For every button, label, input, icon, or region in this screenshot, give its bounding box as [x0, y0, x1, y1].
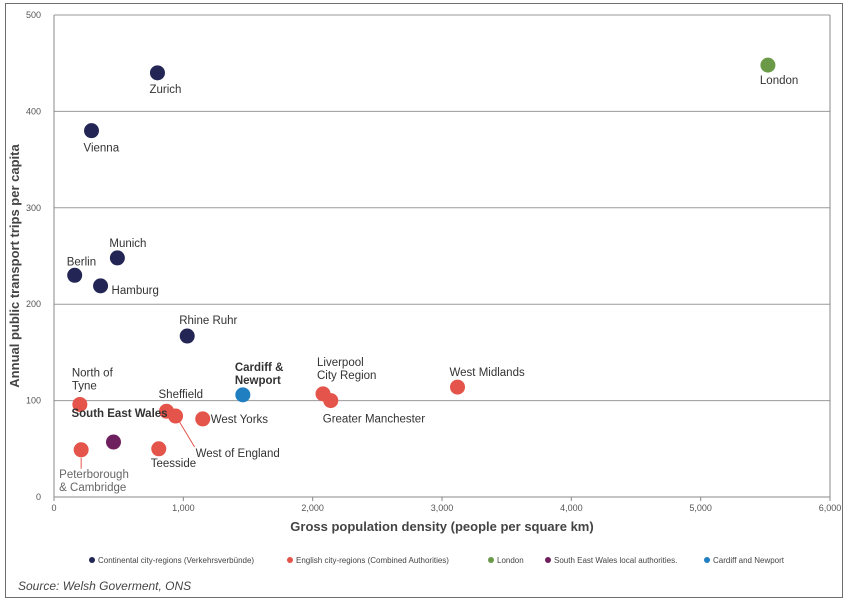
- data-label: London: [760, 75, 798, 87]
- legend-label: London: [497, 556, 524, 565]
- legend-marker: [287, 557, 293, 563]
- data-label-line: Berlin: [67, 256, 96, 268]
- x-tick-label: 3,000: [431, 503, 454, 513]
- label-leader-line: [179, 421, 196, 448]
- legend-marker: [704, 557, 710, 563]
- data-label-line: Tyne: [72, 380, 97, 392]
- x-axis-title: Gross population density (people per squ…: [290, 519, 593, 534]
- x-tick-label: 6,000: [819, 503, 842, 513]
- data-point: [195, 411, 211, 427]
- data-label: Vienna: [84, 143, 120, 155]
- data-label: Berlin: [67, 256, 96, 268]
- data-label: Teesside: [151, 458, 196, 470]
- data-point: [168, 408, 184, 424]
- legend-marker: [488, 557, 494, 563]
- data-label-line: Rhine Ruhr: [179, 315, 237, 327]
- data-point: [105, 434, 121, 450]
- x-tick-label: 2,000: [301, 503, 324, 513]
- data-point: [151, 441, 167, 457]
- data-label-line: Peterborough: [59, 469, 129, 481]
- x-tick-label: 1,000: [172, 503, 195, 513]
- data-point: [93, 278, 109, 294]
- y-tick-label: 500: [26, 10, 41, 20]
- data-label: North of Tyne: [72, 367, 114, 392]
- data-label-line: Teesside: [151, 458, 196, 470]
- data-label: South East Wales: [71, 408, 167, 420]
- data-label-line: Munich: [109, 238, 146, 250]
- data-label-line: Greater Manchester: [323, 414, 425, 426]
- data-point: [760, 57, 776, 73]
- data-label: Rhine Ruhr: [179, 315, 237, 327]
- data-label: West Yorks: [211, 414, 269, 426]
- y-axis-title: Annual public transport trips per capita: [7, 144, 22, 388]
- data-point: [67, 267, 83, 283]
- data-label-line: Cardiff &: [235, 362, 284, 374]
- data-label: West Midlands: [450, 367, 525, 379]
- data-label-line: & Cambridge: [59, 482, 126, 494]
- data-point: [179, 328, 195, 344]
- data-label-line: South East Wales: [71, 408, 167, 420]
- legend-label: Continental city-regions (Verkehrsverbün…: [98, 556, 254, 565]
- data-point: [109, 250, 125, 266]
- data-point: [84, 123, 100, 139]
- data-label: Liverpool City Region: [317, 357, 376, 382]
- data-label-line: City Region: [317, 370, 376, 382]
- legend-marker: [89, 557, 95, 563]
- x-tick-label: 0: [51, 503, 56, 513]
- data-label-line: Liverpool: [317, 357, 364, 369]
- data-label: Sheffield: [159, 389, 204, 401]
- data-point: [450, 379, 466, 395]
- legend-label: South East Wales local authorities.: [554, 556, 677, 565]
- data-label: Greater Manchester: [323, 414, 425, 426]
- source-note: Source: Welsh Goverment, ONS: [18, 579, 192, 593]
- data-point: [73, 442, 89, 458]
- data-point: [72, 396, 88, 412]
- data-point: [149, 65, 165, 81]
- data-label: Cardiff & Newport: [235, 362, 284, 387]
- y-tick-label: 200: [26, 299, 41, 309]
- data-label-line: North of: [72, 367, 114, 379]
- data-point: [323, 393, 339, 409]
- data-point: [235, 387, 251, 403]
- data-label-line: Zurich: [149, 84, 181, 96]
- data-label: Hamburg: [112, 285, 159, 297]
- x-tick-label: 4,000: [560, 503, 583, 513]
- legend-marker: [545, 557, 551, 563]
- legend-label: Cardiff and Newport: [713, 556, 785, 565]
- y-tick-label: 400: [26, 106, 41, 116]
- data-label-line: Vienna: [84, 143, 120, 155]
- chart-frame: [5, 3, 843, 598]
- data-label-line: Newport: [235, 375, 281, 387]
- x-tick-label: 5,000: [689, 503, 712, 513]
- data-label-line: Sheffield: [159, 389, 204, 401]
- data-label: Zurich: [149, 84, 181, 96]
- y-tick-label: 0: [36, 492, 41, 502]
- data-label-line: West Yorks: [211, 414, 269, 426]
- data-label-line: West Midlands: [450, 367, 525, 379]
- data-label: West of England: [196, 448, 280, 460]
- data-label: Munich: [109, 238, 146, 250]
- y-tick-label: 300: [26, 203, 41, 213]
- data-label: Peterborough & Cambridge: [59, 469, 129, 494]
- data-label-line: Hamburg: [112, 285, 159, 297]
- data-label-line: London: [760, 75, 798, 87]
- data-label-line: West of England: [196, 448, 280, 460]
- y-tick-label: 100: [26, 396, 41, 406]
- legend-label: English city-regions (Combined Authoriti…: [296, 556, 449, 565]
